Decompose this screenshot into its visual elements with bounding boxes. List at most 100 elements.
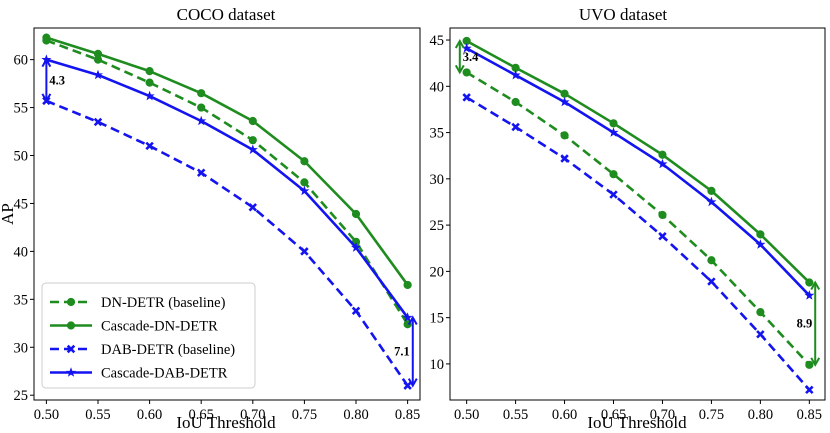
uvo-y-tick-label: 20 xyxy=(430,264,445,280)
uvo-dab-detr-baseline-point xyxy=(462,93,471,102)
coco-x-tick-label: 0.55 xyxy=(85,407,110,423)
uvo-panel: UVO dataset 10 15 20 25 30 35 40 45 0.50 0.55 0.6… xyxy=(430,5,826,432)
legend-dab-detr-baseline-label: DAB-DETR (baseline) xyxy=(101,342,235,358)
coco-cascade-dn-detr-point xyxy=(403,280,412,290)
coco-cascade-dab-detr-point xyxy=(196,115,207,126)
uvo-y-tick-label: 25 xyxy=(430,218,445,234)
legend-dn-detr-baseline-marker xyxy=(66,297,76,307)
uvo-dab-detr-baseline-point xyxy=(658,231,667,241)
coco-dn-detr-baseline-point xyxy=(300,178,309,187)
coco-x-tick-label: 0.85 xyxy=(395,407,420,423)
uvo-x-tick-label: 0.50 xyxy=(454,407,479,423)
coco-annotation-0-arrowhead-top xyxy=(41,57,52,68)
coco-dab-detr-baseline-point xyxy=(300,247,309,256)
coco-annotations: 4.3 7.1 xyxy=(41,57,418,388)
coco-x-tick-label: 0.70 xyxy=(240,407,265,423)
legend-dab-detr-baseline-marker xyxy=(66,344,76,354)
uvo-x-tick-label: 0.85 xyxy=(797,407,822,423)
uvo-x-tick-label: 0.55 xyxy=(503,407,528,423)
coco-y-tick-label: 50 xyxy=(14,149,29,165)
coco-x-ticks: 0.50 0.55 0.60 0.65 0.70 0.75 0.80 0.85 xyxy=(34,400,420,423)
coco-dab-detr-baseline-point xyxy=(93,117,103,127)
coco-x-tick-label: 0.50 xyxy=(34,407,59,423)
uvo-series xyxy=(461,36,815,395)
legend-box xyxy=(41,282,256,389)
coco-cascade-dab-detr-point xyxy=(299,185,310,196)
uvo-cascade-dab-detr-point xyxy=(510,69,521,80)
uvo-x-tick-label: 0.65 xyxy=(601,407,626,423)
uvo-annotations: 3.4 8.9 xyxy=(454,38,821,367)
coco-dn-detr-baseline-line xyxy=(45,39,409,325)
coco-cascade-dn-detr-point xyxy=(197,89,206,98)
coco-x-axis-title: IoU Threshold xyxy=(176,413,276,432)
uvo-dab-detr-baseline-point xyxy=(511,122,520,132)
legend: DN-DETR (baseline) Cascade-DN-DETR DAB-DET… xyxy=(41,282,256,389)
coco-annotation-1-label: 7.1 xyxy=(394,345,410,359)
coco-x-tick-label: 0.60 xyxy=(137,407,162,423)
uvo-cascade-dn-detr-point xyxy=(658,150,667,159)
uvo-dab-detr-baseline-line xyxy=(465,96,811,391)
coco-cascade-dab-detr-line xyxy=(46,58,409,319)
uvo-cascade-dab-detr-point xyxy=(706,196,717,207)
uvo-x-tick-label: 0.80 xyxy=(748,407,773,423)
uvo-title: UVO dataset xyxy=(579,5,668,24)
uvo-dab-detr-baseline-point xyxy=(707,277,716,286)
coco-annotation-0-label: 4.3 xyxy=(49,73,65,87)
legend-cascade-dn-detr-label: Cascade-DN-DETR xyxy=(101,319,218,335)
coco-cascade-dn-detr-point xyxy=(248,116,257,126)
uvo-annotation-0-arrowhead-bottom xyxy=(454,64,465,75)
coco-plot-frame xyxy=(33,27,421,401)
coco-y-ticks: 25 30 35 40 45 50 55 60 xyxy=(14,53,34,404)
uvo-cascade-dn-detr-point xyxy=(560,89,569,98)
coco-y-tick-label: 60 xyxy=(14,53,29,69)
uvo-y-tick-label: 10 xyxy=(430,357,445,373)
uvo-y-tick-label: 30 xyxy=(430,172,445,188)
coco-annotation-1-arrowhead-top xyxy=(407,315,418,326)
uvo-cascade-dn-detr-point xyxy=(805,278,814,287)
legend-cascade-dab-detr-marker xyxy=(65,367,77,377)
uvo-y-ticks: 10 15 20 25 30 35 40 45 xyxy=(430,33,450,373)
uvo-dn-detr-baseline-point xyxy=(560,131,569,140)
uvo-dn-detr-baseline-point xyxy=(658,210,667,220)
coco-cascade-dab-detr-point xyxy=(144,90,155,101)
coco-dn-detr-baseline-point xyxy=(197,103,206,112)
uvo-dab-detr-baseline-point xyxy=(560,154,569,163)
coco-x-tick-label: 0.65 xyxy=(189,407,214,423)
uvo-cascade-dn-detr-point xyxy=(756,230,765,239)
coco-y-tick-label: 30 xyxy=(14,340,29,356)
coco-series xyxy=(41,33,413,390)
uvo-cascade-dab-detr-point xyxy=(559,96,570,107)
uvo-dn-detr-baseline-point xyxy=(707,256,716,265)
coco-y-tick-label: 35 xyxy=(14,292,29,308)
coco-y-tick-label: 40 xyxy=(14,244,29,260)
coco-x-tick-label: 0.75 xyxy=(292,407,317,423)
coco-cascade-dn-detr-line xyxy=(45,36,409,286)
coco-y-tick-label: 55 xyxy=(14,101,29,117)
uvo-dn-detr-baseline-point xyxy=(756,307,765,317)
uvo-annotation-1-arrowhead-top xyxy=(810,280,821,290)
coco-annotation-0-arrowhead-bottom xyxy=(41,93,52,103)
uvo-cascade-dab-detr-point xyxy=(657,158,668,169)
coco-dn-detr-baseline-point xyxy=(248,136,257,145)
uvo-y-tick-label: 45 xyxy=(430,33,445,49)
coco-cascade-dab-detr-point xyxy=(247,144,258,155)
coco-cascade-dn-detr-point xyxy=(42,33,51,42)
legend-dn-detr-baseline-label: DN-DETR (baseline) xyxy=(101,295,226,311)
coco-dab-detr-baseline-line xyxy=(45,99,409,387)
uvo-annotation-1-arrowhead-bottom xyxy=(810,357,821,367)
uvo-annotation-0-arrowhead-top xyxy=(454,38,465,49)
uvo-annotation-0-label: 3.4 xyxy=(463,50,479,64)
coco-cascade-dab-detr-point xyxy=(92,69,104,80)
legend-cascade-dn-detr-marker xyxy=(66,321,76,330)
coco-cascade-dab-detr-point xyxy=(350,242,362,252)
uvo-dn-detr-baseline-point xyxy=(511,97,520,107)
uvo-cascade-dab-detr-line xyxy=(466,47,811,297)
uvo-cascade-dn-detr-point xyxy=(609,119,618,128)
uvo-y-tick-label: 35 xyxy=(430,126,445,142)
coco-cascade-dn-detr-point xyxy=(351,209,361,219)
uvo-y-tick-label: 40 xyxy=(430,79,445,95)
coco-cascade-dab-detr-point xyxy=(402,312,413,322)
uvo-cascade-dab-detr-point xyxy=(804,290,815,300)
